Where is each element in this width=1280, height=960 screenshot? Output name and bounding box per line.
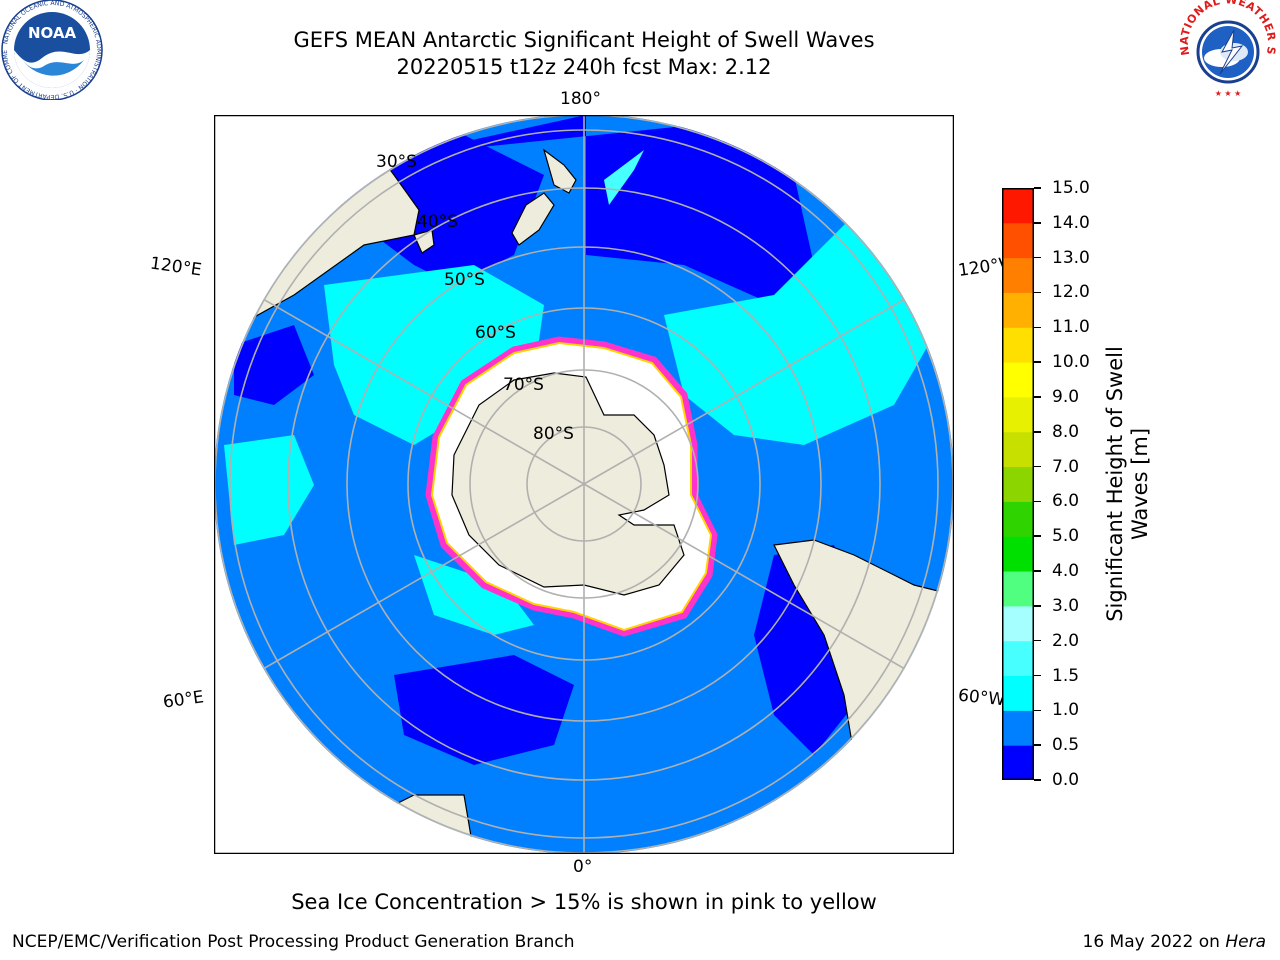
map-title: GEFS MEAN Antarctic Significant Height o… — [293, 28, 875, 52]
colorbar-tick-mark — [1034, 674, 1041, 677]
colorbar-segment — [1002, 640, 1034, 677]
colorbar-tick-label: 8.0 — [1052, 421, 1080, 442]
colorbar-segment — [1002, 431, 1034, 468]
colorbar — [1002, 188, 1034, 781]
colorbar-tick-label: 6.0 — [1052, 491, 1080, 512]
colorbar-segment — [1002, 292, 1034, 328]
colorbar-segment — [1002, 536, 1034, 572]
low-swell-region-indian — [394, 655, 574, 765]
colorbar-segment — [1002, 396, 1034, 433]
latitude-label-80s: 80°S — [533, 424, 574, 444]
colorbar-tick-mark — [1034, 326, 1041, 329]
svg-text:NOAA: NOAA — [28, 24, 77, 42]
footer-credit: NCEP/EMC/Verification Post Processing Pr… — [12, 932, 575, 952]
longitude-label-0: 0° — [573, 857, 593, 877]
footer-date: 16 May 2022 on Hera — [1083, 932, 1267, 952]
low-swell-region-pacific — [404, 115, 814, 305]
colorbar-tick-label: 7.0 — [1052, 456, 1080, 477]
longitude-label-60e: 60°E — [161, 687, 206, 713]
colorbar-tick-label: 0.5 — [1052, 735, 1080, 756]
latitude-label-70s: 70°S — [503, 375, 544, 395]
tasmania-landmass — [413, 229, 435, 254]
moderate-swell-region-south — [414, 555, 534, 635]
colorbar-segment — [1002, 710, 1034, 746]
colorbar-tick-label: 3.0 — [1052, 595, 1080, 616]
footer-date-text: 16 May 2022 on — [1082, 932, 1226, 952]
low-swell-region-west — [234, 325, 314, 405]
colorbar-tick-label: 0.0 — [1052, 770, 1080, 790]
colorbar-tick-label: 14.0 — [1052, 212, 1090, 233]
colorbar-tick-label: 4.0 — [1052, 561, 1080, 582]
colorbar-tick-label: 2.0 — [1052, 630, 1080, 651]
new-zealand-landmass — [542, 148, 577, 194]
moderate-swell-region-southwest — [224, 435, 314, 545]
colorbar-segment — [1002, 605, 1034, 642]
colorbar-segment — [1002, 362, 1034, 398]
colorbar-tick-label: 1.5 — [1052, 665, 1080, 686]
colorbar-tick-label: 13.0 — [1052, 247, 1090, 268]
colorbar-tick-mark — [1034, 291, 1041, 294]
national-weather-service-logo: NATIONAL WEATHER SERVICE ★ ★ ★ — [1171, 0, 1280, 100]
colorbar-tick-label: 10.0 — [1052, 352, 1090, 373]
moderate-swell-region-northeast-streak — [604, 150, 644, 205]
colorbar-tick-label: 15.0 — [1052, 178, 1090, 198]
colorbar-segment — [1002, 745, 1034, 781]
colorbar-tick-label: 5.0 — [1052, 526, 1080, 547]
colorbar-tick-mark — [1034, 361, 1041, 363]
colorbar-label-line2: Waves [m] — [1128, 427, 1152, 541]
colorbar-label-text: Significant Height of Swell Waves [m] — [1103, 346, 1153, 622]
longitude-gridlines — [214, 115, 954, 854]
colorbar-segment — [1002, 675, 1034, 711]
longitude-label-60w: 60°W — [957, 685, 1006, 711]
colorbar-tick-mark — [1034, 779, 1041, 781]
colorbar-tick-mark — [1034, 431, 1041, 433]
colorbar-tick-mark — [1034, 187, 1041, 189]
colorbar-tick-mark — [1034, 605, 1041, 607]
colorbar-tick-mark — [1034, 639, 1041, 642]
longitude-label-120e: 120°E — [148, 253, 203, 281]
new-zealand-south-island — [511, 192, 555, 246]
colorbar-segment — [1002, 571, 1034, 607]
colorbar-segment — [1002, 188, 1034, 224]
svg-text:★ ★ ★: ★ ★ ★ — [1215, 89, 1242, 98]
footer-host: Hera — [1225, 932, 1266, 952]
colorbar-segment — [1002, 466, 1034, 502]
colorbar-tick-mark — [1034, 744, 1041, 746]
colorbar-tick-mark — [1034, 535, 1041, 537]
colorbar-tick-mark — [1034, 500, 1041, 503]
colorbar-tick-label: 11.0 — [1052, 317, 1090, 338]
map-subtitle: 20220515 t12z 240h fcst Max: 2.12 — [396, 55, 772, 79]
colorbar-tick-mark — [1034, 396, 1041, 398]
antarctica-landmass — [451, 372, 685, 596]
latitude-label-60s: 60°S — [475, 323, 516, 343]
sea-ice-note: Sea Ice Concentration > 15% is shown in … — [291, 890, 877, 914]
colorbar-tick-label: 12.0 — [1052, 282, 1090, 303]
colorbar-tick-mark — [1034, 709, 1041, 712]
map-frame-border — [213, 114, 955, 855]
colorbar-segment — [1002, 327, 1034, 363]
colorbar-segment — [1002, 501, 1034, 537]
sea-ice-edge-pink — [425, 336, 718, 637]
latitude-label-30s: 30°S — [376, 152, 417, 172]
longitude-label-180: 180° — [560, 89, 601, 109]
colorbar-border — [1002, 188, 1034, 780]
colorbar-tick-mark — [1034, 256, 1041, 259]
noaa-logo: NOAA NATIONAL OCEANIC AND ATMOSPHERIC AD… — [0, 0, 104, 101]
colorbar-tick-mark — [1034, 570, 1041, 572]
colorbar-segment — [1002, 222, 1034, 259]
colorbar-label-line1: Significant Height of Swell — [1103, 346, 1127, 622]
antarctic-map — [213, 114, 955, 855]
latitude-label-40s: 40°S — [417, 212, 458, 232]
colorbar-segment — [1002, 257, 1034, 293]
latitude-label-50s: 50°S — [444, 270, 485, 290]
colorbar-tick-label: 1.0 — [1052, 700, 1080, 721]
colorbar-tick-mark — [1034, 222, 1041, 224]
colorbar-tick-label: 9.0 — [1052, 386, 1080, 407]
colorbar-tick-mark — [1034, 465, 1041, 468]
